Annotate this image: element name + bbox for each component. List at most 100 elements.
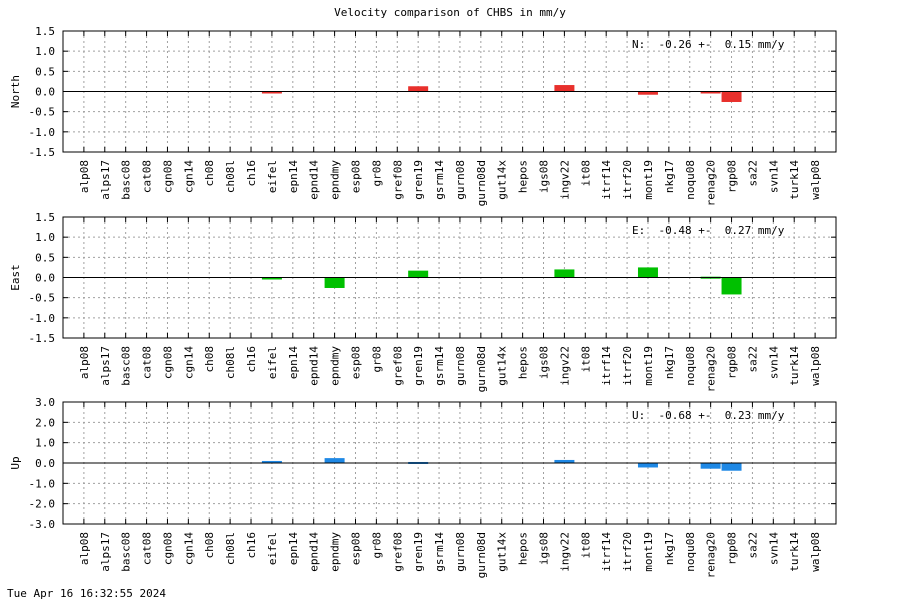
x-tick-label-epnd14: epnd14 [308,346,321,386]
x-tick-label-nkg17: nkg17 [663,346,676,379]
y-tick-label: -1.0 [29,477,56,490]
x-tick-label-svn14: svn14 [767,160,780,193]
x-tick-label-itrf20: itrf20 [621,160,634,200]
x-tick-label-gren19: gren19 [412,160,425,200]
x-tick-label-epndmy: epndmy [329,532,342,572]
x-tick-label-ingv22: ingv22 [558,346,571,386]
x-tick-label-gut14x: gut14x [496,532,509,572]
x-tick-label-cat08: cat08 [141,532,154,565]
x-tick-label-igs08: igs08 [538,532,551,565]
y-tick-label: -1.5 [29,332,56,345]
x-tick-label-alps17: alps17 [99,532,112,572]
x-tick-label-gren19: gren19 [412,532,425,572]
x-tick-label-noqu08: noqu08 [684,160,697,200]
y-tick-label: 1.0 [35,231,55,244]
y-axis-label: East [9,264,22,291]
x-tick-label-gsrm14: gsrm14 [433,532,446,572]
y-axis-label: North [9,75,22,108]
x-tick-label-renag20: renag20 [705,532,718,578]
x-tick-label-ch16: ch16 [245,532,258,559]
x-tick-label-sa22: sa22 [746,346,759,373]
x-tick-label-basc08: basc08 [120,346,133,386]
timestamp: Tue Apr 16 16:32:55 2024 [7,587,166,600]
x-tick-label-epndmy: epndmy [329,346,342,386]
x-tick-label-it08: it08 [579,160,592,187]
x-tick-label-epnd14: epnd14 [308,160,321,200]
y-tick-label: 3.0 [35,396,55,409]
x-tick-label-svn14: svn14 [767,346,780,379]
x-tick-label-noqu08: noqu08 [684,532,697,572]
x-tick-label-esp08: esp08 [349,532,362,565]
x-tick-label-it08: it08 [579,532,592,559]
x-tick-label-eifel: eifel [266,160,279,193]
y-tick-label: 2.0 [35,416,55,429]
x-tick-label-igs08: igs08 [538,346,551,379]
bar-eifel [261,91,282,94]
x-tick-label-nkg17: nkg17 [663,532,676,565]
y-tick-label: 1.0 [35,437,55,450]
x-tick-label-cat08: cat08 [141,160,154,193]
y-tick-label: 0.5 [35,65,55,78]
x-tick-label-itrf20: itrf20 [621,346,634,386]
x-tick-label-alp08: alp08 [78,160,91,193]
bar-eifel [261,277,282,280]
x-tick-label-gsrm14: gsrm14 [433,346,446,386]
x-tick-label-rgp08: rgp08 [726,532,739,565]
y-tick-label: -3.0 [29,518,56,531]
bar-ingv22 [554,85,575,92]
bar-epndmy [324,458,345,463]
x-tick-label-alp08: alp08 [78,346,91,379]
x-tick-label-ch08: ch08 [203,160,216,187]
bar-mont19 [637,267,658,278]
x-tick-label-epn14: epn14 [287,346,300,379]
x-tick-label-svn14: svn14 [767,532,780,565]
x-tick-label-renag20: renag20 [705,160,718,206]
velocity-annotation: U: -0.68 +- 0.23 mm/y [632,409,785,422]
x-tick-label-rgp08: rgp08 [726,346,739,379]
x-tick-label-igs08: igs08 [538,160,551,193]
x-tick-label-gut14x: gut14x [496,346,509,386]
x-tick-label-ch08l: ch08l [224,346,237,379]
x-tick-label-epndmy: epndmy [329,160,342,200]
x-tick-label-cgn14: cgn14 [182,160,195,193]
x-tick-label-itrf14: itrf14 [600,346,613,386]
y-tick-label: -0.5 [29,106,56,119]
x-tick-label-gsrm14: gsrm14 [433,160,446,200]
y-tick-label: 0.5 [35,251,55,264]
x-tick-label-eifel: eifel [266,346,279,379]
x-tick-label-cat08: cat08 [141,346,154,379]
x-tick-label-itrf14: itrf14 [600,532,613,572]
x-tick-label-sa22: sa22 [746,532,759,559]
x-tick-label-basc08: basc08 [120,160,133,200]
x-tick-label-gref08: gref08 [391,346,404,386]
x-tick-label-gurn08d: gurn08d [475,346,488,392]
x-tick-label-walp08: walp08 [809,346,822,386]
x-tick-label-gr08: gr08 [370,160,383,187]
x-tick-label-ch16: ch16 [245,346,258,373]
velocity-annotation: E: -0.48 +- 0.27 mm/y [632,224,785,237]
y-tick-label: 0.0 [35,457,55,470]
x-tick-label-eifel: eifel [266,532,279,565]
x-tick-label-basc08: basc08 [120,532,133,572]
x-tick-label-walp08: walp08 [809,532,822,572]
x-tick-label-alps17: alps17 [99,160,112,200]
bar-ingv22 [554,269,575,278]
x-tick-label-mont19: mont19 [642,346,655,386]
x-tick-label-cgn08: cgn08 [161,160,174,193]
bar-eifel [261,460,282,463]
x-tick-label-gut14x: gut14x [496,160,509,200]
x-tick-label-alps17: alps17 [99,346,112,386]
x-tick-label-epnd14: epnd14 [308,532,321,572]
y-axis-label: Up [9,456,22,469]
x-tick-label-hepos: hepos [517,532,530,565]
x-tick-label-turk14: turk14 [788,532,801,572]
x-tick-label-cgn08: cgn08 [161,532,174,565]
x-tick-label-rgp08: rgp08 [726,160,739,193]
bar-renag20 [700,91,721,94]
bar-ingv22 [554,459,575,463]
bar-gren19 [408,270,429,278]
x-tick-label-mont19: mont19 [642,160,655,200]
x-tick-label-mont19: mont19 [642,532,655,572]
velocity-annotation: N: -0.26 +- 0.15 mm/y [632,38,785,51]
y-tick-label: 1.5 [35,25,55,38]
